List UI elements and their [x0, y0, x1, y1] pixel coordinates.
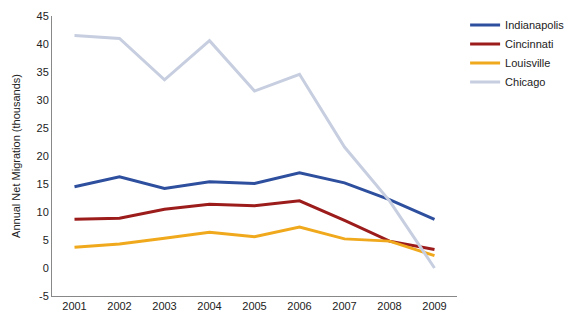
svg-text:2008: 2008 [377, 300, 401, 312]
svg-text:2003: 2003 [152, 300, 176, 312]
svg-text:5: 5 [43, 234, 49, 246]
svg-text:2001: 2001 [62, 300, 86, 312]
svg-text:2002: 2002 [107, 300, 131, 312]
svg-text:25: 25 [37, 122, 49, 134]
svg-text:0: 0 [43, 262, 49, 274]
svg-text:Cincinnati: Cincinnati [505, 38, 553, 50]
svg-text:Indianapolis: Indianapolis [505, 19, 564, 31]
svg-text:2006: 2006 [287, 300, 311, 312]
svg-text:Louisville: Louisville [505, 57, 550, 69]
svg-text:45: 45 [37, 10, 49, 22]
svg-text:Chicago: Chicago [505, 76, 545, 88]
svg-text:Annual Net Migration (thousand: Annual Net Migration (thousands) [10, 74, 22, 238]
svg-text:20: 20 [37, 150, 49, 162]
svg-text:2009: 2009 [422, 300, 446, 312]
svg-text:2005: 2005 [242, 300, 266, 312]
svg-text:35: 35 [37, 66, 49, 78]
svg-text:30: 30 [37, 94, 49, 106]
svg-text:10: 10 [37, 206, 49, 218]
svg-text:2004: 2004 [197, 300, 221, 312]
svg-text:15: 15 [37, 178, 49, 190]
svg-text:-5: -5 [39, 290, 49, 302]
svg-text:2007: 2007 [332, 300, 356, 312]
svg-text:40: 40 [37, 38, 49, 50]
